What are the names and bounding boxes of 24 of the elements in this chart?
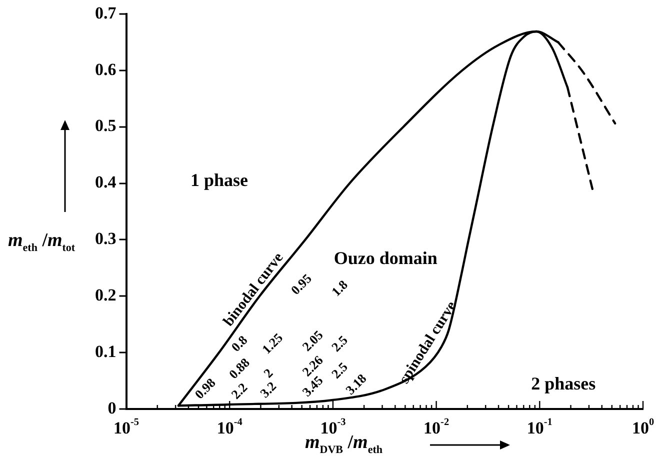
annotation: 1 phase bbox=[190, 170, 248, 190]
y-tick-label: 0.4 bbox=[95, 172, 117, 192]
annotation: 2 phases bbox=[531, 374, 596, 394]
annotation: 0.98 bbox=[192, 374, 219, 402]
annotation: 2.5 bbox=[328, 358, 351, 382]
annotation: Ouzo domain bbox=[334, 248, 438, 268]
annotation: 0.88 bbox=[226, 354, 253, 382]
annotation: 3.2 bbox=[257, 378, 280, 401]
annotation: 2.5 bbox=[328, 332, 351, 354]
y-tick-label: 0.7 bbox=[95, 3, 117, 22]
annotation: 0.8 bbox=[228, 332, 251, 354]
y-tick-label: 0.5 bbox=[95, 116, 116, 136]
y-tick-label: 0.6 bbox=[95, 60, 116, 79]
annotation: 2.05 bbox=[299, 326, 326, 354]
annotation: 1.25 bbox=[258, 330, 286, 357]
y-tick-label: 0.3 bbox=[95, 229, 116, 248]
annotation: 2.2 bbox=[228, 380, 250, 402]
y-tick-label: 0.2 bbox=[95, 286, 116, 305]
annotation: 2 bbox=[260, 365, 276, 381]
y-tick-label: 0.1 bbox=[95, 342, 116, 361]
y-axis-title: m$_{eth}$ /m$_{tot}$ bbox=[8, 230, 76, 254]
annotation: 1.8 bbox=[328, 276, 351, 300]
annotation: 0.95 bbox=[288, 270, 315, 298]
y-tick-label: 0 bbox=[108, 398, 116, 418]
